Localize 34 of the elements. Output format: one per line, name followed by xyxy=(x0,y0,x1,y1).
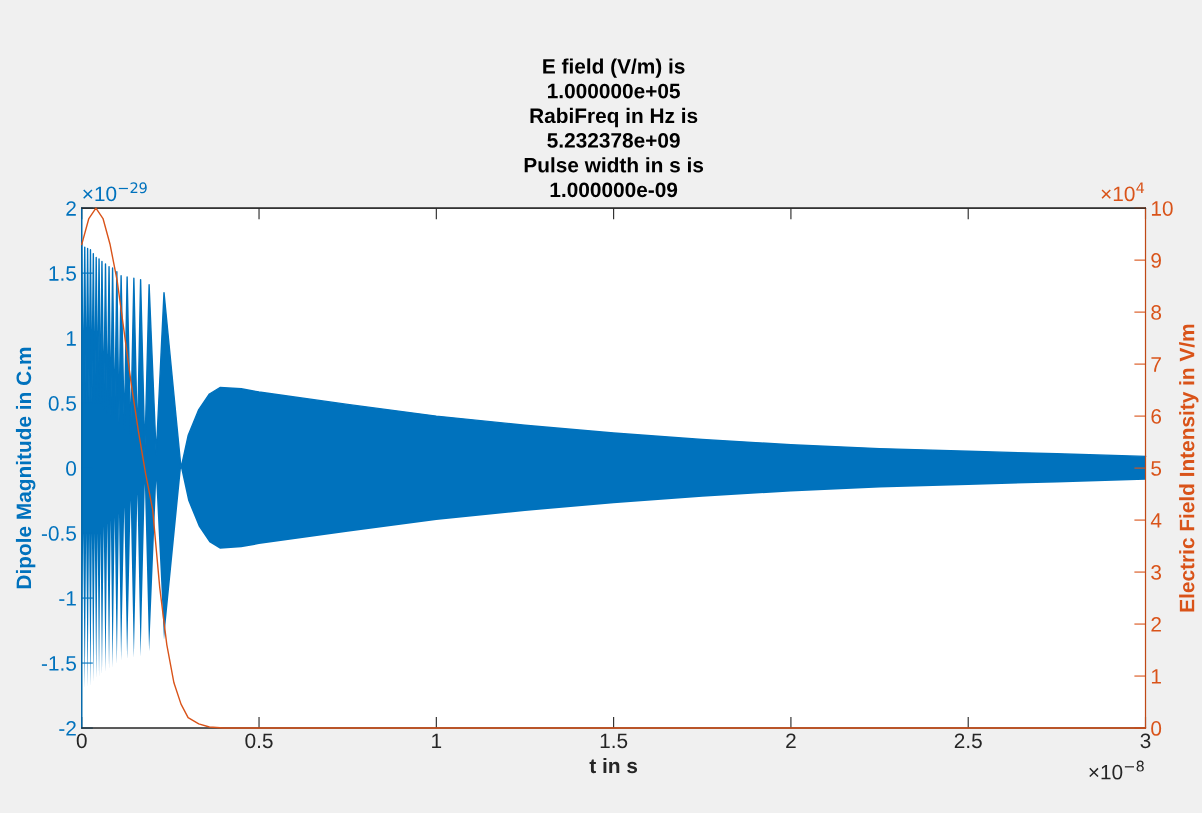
x-tick-label: 1.5 xyxy=(600,733,628,749)
y2-tick-label: 3 xyxy=(1151,565,1162,580)
y-axis-title: Dipole Magnitude in C.m xyxy=(15,347,36,589)
text: ×10$^{−29}$ xyxy=(83,182,147,202)
y2-tick-label: 7 xyxy=(1151,357,1161,372)
y-tick-label: 1.5 xyxy=(49,266,76,281)
y2-axis-title: Electric Field Intensity in V/m xyxy=(1179,324,1199,612)
y-tick-label: 0 xyxy=(66,461,77,476)
y2-tick-label: 2 xyxy=(1151,617,1161,632)
text: ×10$^{−8}$ xyxy=(1089,760,1144,780)
y-tick-label: 2 xyxy=(66,201,76,216)
x-tick-label: 3 xyxy=(1140,733,1151,749)
chart-title: E field (V/m) is 1.000000e+05 RabiFreq in Hz is 5.232378e+09 Pulse width in s is 1.000000e-09 xyxy=(524,58,704,198)
y2-tick-label: 5 xyxy=(1151,461,1162,476)
y2-tick-label: 10 xyxy=(1151,201,1173,216)
y-tick-label: 0.5 xyxy=(48,396,76,411)
x-tick-label: 2 xyxy=(786,733,796,748)
y-tick-label: -1.5 xyxy=(41,656,76,671)
y2-tick-label: 1 xyxy=(1151,669,1161,684)
x-tick-label: 0.5 xyxy=(245,733,273,749)
x-tick-label: 2.5 xyxy=(954,733,982,749)
y-tick-label: -1 xyxy=(59,591,76,606)
y2-tick-label: 8 xyxy=(1151,305,1162,320)
y-tick-label: -2 xyxy=(59,721,76,736)
y2-tick-label: 4 xyxy=(1150,513,1162,528)
y2-tick-label: 0 xyxy=(1151,721,1162,736)
x-tick-label: 1 xyxy=(432,733,442,748)
x-tick-label: 0 xyxy=(76,733,87,749)
text: ×10$^{4}$ xyxy=(1101,182,1145,202)
y-tick-label: 1 xyxy=(66,331,76,346)
y-tick-label: -0.5 xyxy=(41,526,76,541)
y2-tick-label: 9 xyxy=(1151,253,1161,268)
y2-tick-label: 6 xyxy=(1151,409,1162,424)
x-axis-title: t in s xyxy=(589,757,638,774)
